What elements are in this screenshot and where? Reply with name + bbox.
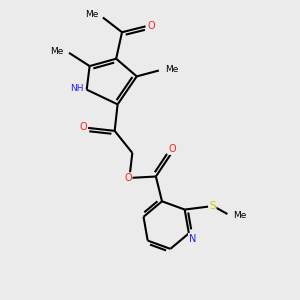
Text: Me: Me — [50, 47, 63, 56]
Text: Me: Me — [85, 10, 98, 19]
Text: N: N — [189, 234, 196, 244]
Text: O: O — [168, 144, 176, 154]
Text: O: O — [124, 173, 132, 183]
Text: Me: Me — [165, 64, 178, 74]
Text: S: S — [209, 201, 216, 211]
Text: O: O — [79, 122, 87, 132]
Text: O: O — [147, 21, 155, 31]
Text: NH: NH — [70, 84, 83, 93]
Text: Me: Me — [233, 211, 247, 220]
